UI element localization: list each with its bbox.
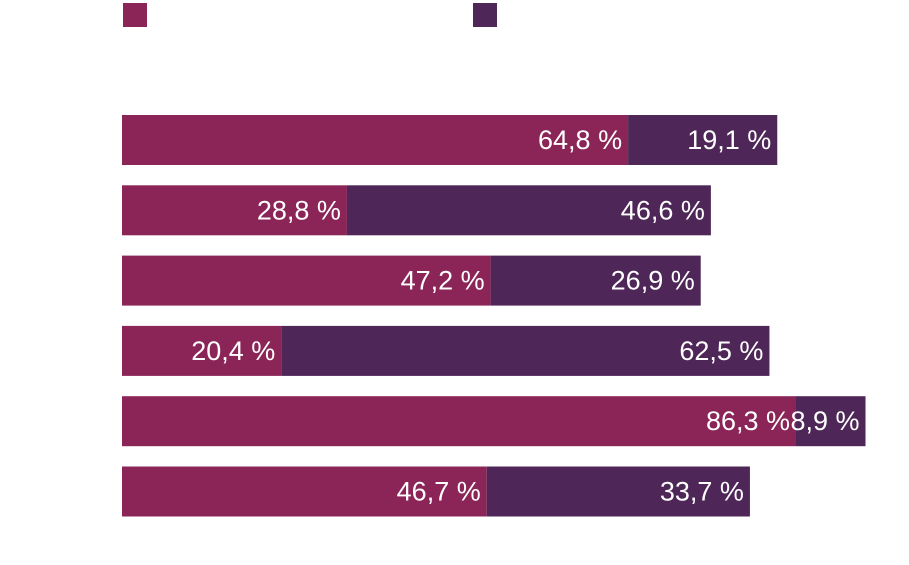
legend-item-2 [473,3,497,27]
bar-segment-6-series-1 [122,466,487,517]
data-label-5-series-1: 86,3 % [706,406,790,436]
data-label-5-series-2: 8,9 % [790,406,859,436]
bar-segment-5-series-2 [796,396,866,447]
bar-segment-2-series-1 [122,185,347,236]
bar-segment-4-series-2 [281,325,770,376]
data-label-1-series-2: 19,1 % [687,125,771,155]
data-label-3-series-2: 26,9 % [611,266,695,296]
data-label-2-series-2: 46,6 % [621,195,705,225]
bar-segment-3-series-1 [122,255,491,306]
plot-area: 64,8 % 19,1 % 28,8 % 46,6 % 47,2 % 26,9 % 20,4… [122,115,866,517]
legend [123,3,497,27]
data-label-2-series-1: 28,8 % [257,195,341,225]
data-label-6-series-1: 46,7 % [397,477,481,507]
data-label-6-series-2: 33,7 % [660,477,744,507]
bar-row-4: 20,4 % 62,5 % [122,325,770,376]
bar-row-6: 46,7 % 33,7 % [122,466,750,517]
bar-row-2: 28,8 % 46,6 % [122,185,711,236]
bar-row-3: 47,2 % 26,9 % [122,255,701,306]
data-label-1-series-1: 64,8 % [538,125,622,155]
bar-segment-5-series-1 [122,396,796,447]
data-label-4-series-2: 62,5 % [679,336,763,366]
bar-segment-3-series-2 [490,255,701,306]
bar-row-1: 64,8 % 19,1 % [122,115,778,165]
data-label-3-series-1: 47,2 % [401,266,485,296]
legend-item-1 [123,3,147,27]
bar-segment-1-series-1 [122,115,629,165]
legend-swatch-1 [123,3,147,27]
data-label-4-series-1: 20,4 % [191,336,275,366]
bar-segment-2-series-2 [346,185,711,236]
bar-segment-1-series-2 [628,115,778,165]
bar-segment-4-series-1 [122,325,282,376]
bar-row-5: 86,3 % 8,9 % [122,396,866,447]
bar-segment-6-series-2 [486,466,750,517]
legend-swatch-2 [473,3,497,27]
